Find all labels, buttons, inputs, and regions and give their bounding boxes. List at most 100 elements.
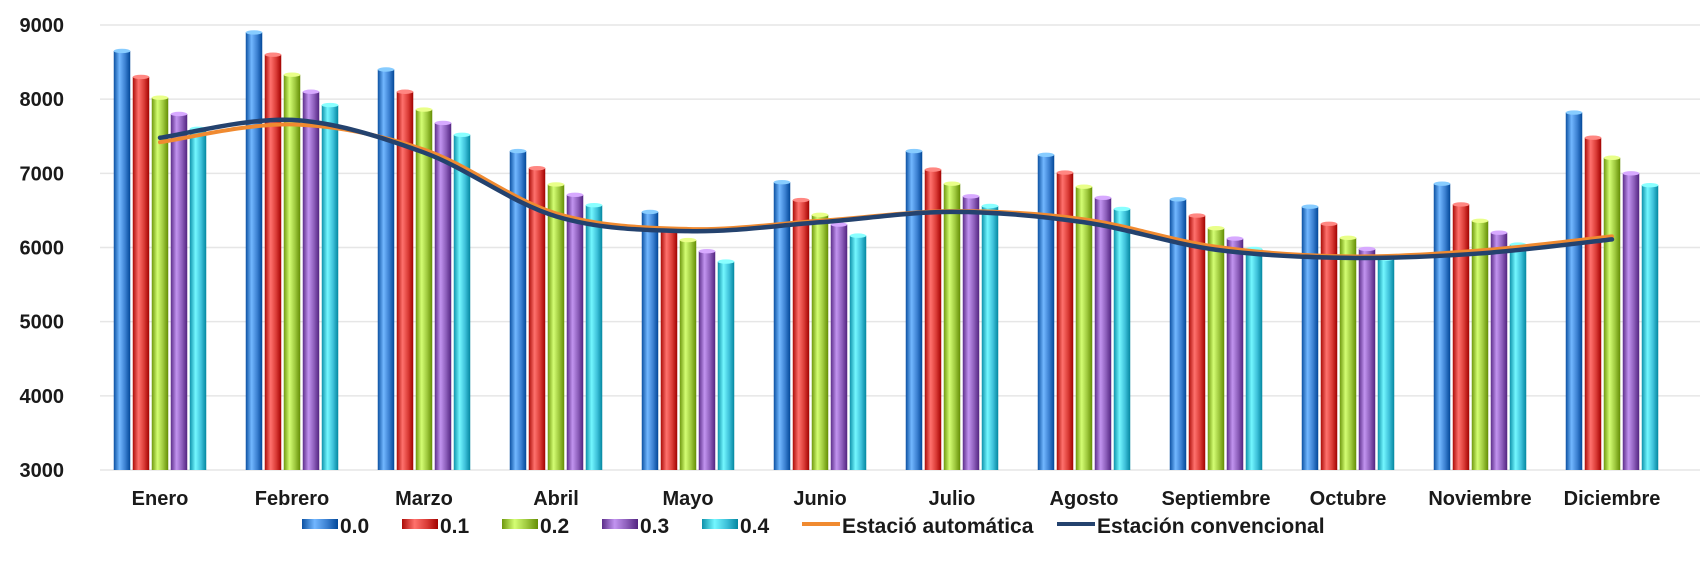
bar-cap bbox=[434, 120, 452, 126]
bar-0-3-julio bbox=[962, 196, 980, 470]
bar-0-1-diciembre bbox=[1584, 137, 1602, 470]
legend-swatch bbox=[702, 519, 738, 529]
x-tick-label: Noviembre bbox=[1428, 488, 1531, 510]
legend-item: Estación convencional bbox=[1057, 515, 1325, 538]
bar-0-1-noviembre bbox=[1452, 204, 1470, 470]
x-tick-label: Diciembre bbox=[1564, 488, 1661, 510]
bar-0-1-septiembre bbox=[1188, 215, 1206, 470]
x-tick-label: Octubre bbox=[1310, 488, 1387, 510]
bar-0-0-octubre bbox=[1301, 206, 1319, 471]
bar-cap bbox=[1207, 226, 1225, 231]
bar-cap bbox=[1188, 213, 1206, 218]
y-tick-label: 6000 bbox=[20, 238, 65, 260]
x-tick-label: Junio bbox=[793, 488, 846, 510]
bar-cap bbox=[151, 95, 169, 100]
bar-0-4-diciembre bbox=[1641, 185, 1659, 470]
bar-0-0-noviembre bbox=[1433, 183, 1451, 470]
bar-0-2-septiembre bbox=[1207, 228, 1225, 470]
bar-cap bbox=[1056, 170, 1074, 175]
bar-cap bbox=[547, 182, 565, 187]
bar-cap bbox=[283, 72, 301, 77]
bar-0-3-diciembre bbox=[1622, 173, 1640, 471]
bar-cap bbox=[415, 107, 433, 112]
bar-0-0-marzo bbox=[377, 69, 395, 470]
legend-item: 0.2 bbox=[502, 515, 569, 538]
legend-item: 0.1 bbox=[402, 515, 470, 538]
bar-cap bbox=[264, 52, 282, 57]
y-axis-ticks: 3000 4000 5000 6000 7000 8000 9000 bbox=[20, 15, 65, 482]
bar-cap bbox=[1358, 246, 1376, 252]
legend-swatch bbox=[402, 519, 438, 529]
bar-0-1-abril bbox=[528, 168, 546, 470]
bar-0-0-mayo bbox=[641, 211, 659, 470]
legend-label: 0.2 bbox=[540, 515, 569, 538]
bar-cap bbox=[1603, 155, 1621, 160]
bar-0-4-junio bbox=[849, 235, 867, 470]
bar-cap bbox=[962, 194, 980, 199]
bar-0-3-mayo bbox=[698, 251, 716, 470]
bar-cap bbox=[792, 197, 810, 203]
bar-cap bbox=[1320, 221, 1338, 226]
bar-cap bbox=[849, 233, 867, 238]
x-tick-label: Septiembre bbox=[1162, 488, 1271, 510]
bar-0-1-junio bbox=[792, 200, 810, 471]
legend-swatch bbox=[302, 519, 338, 529]
legend-item: 0.3 bbox=[602, 515, 669, 538]
bar-cap bbox=[1584, 135, 1602, 140]
bar-0-0-junio bbox=[773, 182, 791, 470]
legend-label: 0.3 bbox=[640, 515, 669, 538]
bar-0-4-agosto bbox=[1113, 208, 1131, 470]
bar-cap bbox=[132, 74, 150, 80]
bar-cap bbox=[377, 67, 395, 72]
bar-0-0-abril bbox=[509, 151, 527, 471]
bar-0-3-agosto bbox=[1094, 197, 1112, 470]
bar-0-3-noviembre bbox=[1490, 232, 1508, 470]
y-tick-label: 9000 bbox=[20, 15, 65, 37]
line-estaci-n-convencional bbox=[157, 117, 1615, 261]
bar-0-1-enero bbox=[132, 76, 150, 471]
bar-cap bbox=[773, 180, 791, 185]
bar-0-2-abril bbox=[547, 184, 565, 471]
bar-cap bbox=[585, 203, 603, 208]
bar-cap bbox=[1169, 197, 1187, 202]
bar-0-3-febrero bbox=[302, 91, 320, 470]
x-tick-label: Febrero bbox=[255, 488, 329, 510]
y-tick-label: 3000 bbox=[20, 460, 65, 482]
bar-0-0-julio bbox=[905, 151, 923, 471]
legend-label: Estación convencional bbox=[1097, 515, 1325, 538]
gridlines bbox=[100, 24, 1700, 471]
bar-cap bbox=[905, 148, 923, 154]
bar-0-0-enero bbox=[113, 50, 131, 470]
bar-cap bbox=[321, 102, 339, 108]
bar-cap bbox=[1094, 195, 1112, 201]
y-tick-label: 5000 bbox=[20, 312, 65, 334]
legend-label: 0.1 bbox=[440, 515, 470, 538]
bar-cap bbox=[698, 249, 716, 254]
bar-0-2-marzo bbox=[415, 109, 433, 471]
legend: 0.0 0.1 0.2 0.3 0.4 Estació automática Estació… bbox=[302, 515, 1325, 538]
bar-cap bbox=[943, 181, 961, 186]
bar-cap bbox=[245, 30, 263, 35]
x-tick-label: Agosto bbox=[1050, 488, 1119, 510]
bar-0-4-septiembre bbox=[1245, 248, 1263, 470]
bar-0-4-enero bbox=[189, 128, 207, 471]
y-tick-label: 7000 bbox=[20, 163, 65, 185]
legend-label: Estació automática bbox=[842, 515, 1034, 538]
bar-cap bbox=[1339, 235, 1357, 241]
bar-0-3-marzo bbox=[434, 122, 452, 471]
bar-cap bbox=[1490, 230, 1508, 235]
lines bbox=[157, 117, 1615, 261]
bar-cap bbox=[302, 89, 320, 94]
bar-cap bbox=[1037, 152, 1055, 157]
x-tick-label: Julio bbox=[929, 488, 976, 510]
bar-0-2-junio bbox=[811, 214, 829, 470]
bar-0-3-octubre bbox=[1358, 248, 1376, 470]
bar-cap bbox=[170, 111, 188, 117]
x-tick-label: Marzo bbox=[395, 488, 453, 510]
legend-item: Estació automática bbox=[802, 515, 1034, 538]
bar-0-3-septiembre bbox=[1226, 238, 1244, 470]
bar-0-1-octubre bbox=[1320, 223, 1338, 470]
bar-cap bbox=[453, 132, 471, 137]
bar-0-4-mayo bbox=[717, 261, 735, 470]
x-axis-ticks: Enero Febrero Marzo Abril Mayo Junio Julio Agos… bbox=[132, 488, 1661, 510]
